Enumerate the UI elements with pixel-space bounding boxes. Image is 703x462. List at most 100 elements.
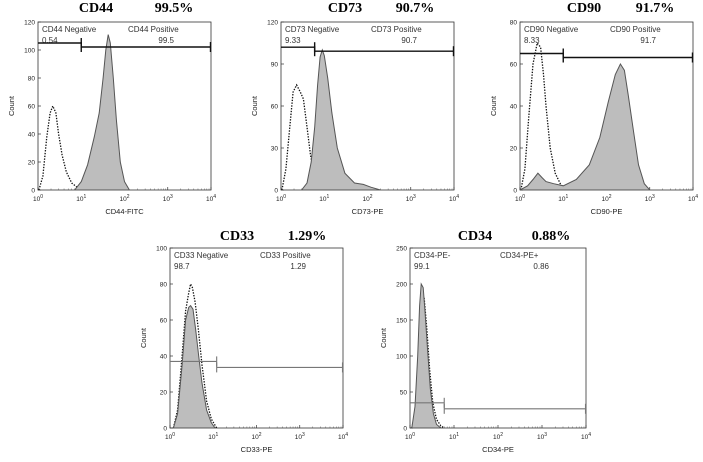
x-tick-label: 104 [449,194,459,203]
negative-gate-value: 9.33 [285,36,301,45]
positive-percent: 90.7% [396,1,435,16]
y-tick-label: 0 [274,188,278,195]
x-tick-label: 101 [449,432,459,441]
y-axis-label: Count [7,95,16,116]
x-tick-label: 101 [319,194,329,203]
y-tick-label: 0 [31,188,35,195]
negative-gate-label: CD34-PE- [414,251,451,260]
positive-stain-histogram [73,34,130,190]
positive-stain-histogram [520,62,651,190]
y-tick-label: 20 [160,390,168,397]
y-tick-label: 20 [28,160,36,167]
positive-percent: 99.5% [155,1,194,16]
histogram-cd44: CD44 99.5% CD44 Negative 0.54 CD44 Positive 9… [7,1,216,216]
positive-gate-label: CD34-PE+ [500,251,539,260]
y-axis-label: Count [139,327,148,348]
y-tick-label: 40 [510,104,518,111]
y-tick-label: 100 [396,354,407,361]
positive-stain-histogram [172,304,216,428]
histogram-cd90: CD90 91.7% CD90 Negative 8.33 CD90 Positive 9… [489,1,698,216]
negative-gate-value: 98.7 [174,262,190,271]
x-tick-label: 104 [581,432,591,441]
x-tick-label: 102 [119,194,129,203]
positive-stain-histogram [411,282,442,428]
negative-gate-value: 8.33 [524,36,540,45]
plot-frame [409,247,587,429]
positive-gate-value: 90.7 [401,36,417,45]
positive-gate-label: CD73 Positive [371,25,422,34]
x-tick-label: 100 [515,194,525,203]
y-tick-label: 80 [28,76,36,83]
y-tick-label: 80 [160,282,168,289]
x-axis-label: CD34-PE [482,445,514,454]
y-tick-label: 120 [24,20,35,27]
x-tick-label: 104 [206,194,216,203]
negative-gate-value: 99.1 [414,262,430,271]
y-tick-label: 60 [510,62,518,69]
positive-percent: 1.29% [288,229,327,244]
x-tick-label: 101 [558,194,568,203]
negative-gate-label: CD90 Negative [524,25,579,34]
y-tick-label: 0 [513,188,517,195]
y-tick-label: 30 [271,146,279,153]
x-tick-label: 103 [163,194,173,203]
y-tick-label: 100 [24,48,35,55]
x-tick-label: 101 [76,194,86,203]
histogram-cd34: CD34 0.88% CD34-PE- 99.1 CD34-PE+ 0.86 0 50 100 1… [379,229,591,454]
marker-title: CD44 [79,1,113,16]
y-tick-label: 200 [396,282,407,289]
y-tick-label: 90 [271,62,279,69]
y-tick-label: 0 [163,426,167,433]
x-tick-label: 103 [295,432,305,441]
y-tick-label: 150 [396,318,407,325]
y-tick-label: 100 [156,246,167,253]
positive-gate-label: CD44 Positive [128,25,179,34]
isotype-control-histogram [38,104,82,190]
x-tick-label: 100 [276,194,286,203]
positive-gate-value: 0.86 [533,262,549,271]
y-tick-label: 0 [403,426,407,433]
x-tick-label: 103 [537,432,547,441]
x-tick-label: 102 [251,432,261,441]
y-axis-label: Count [250,95,259,116]
y-axis-label: Count [489,95,498,116]
histogram-cd33: CD33 1.29% CD33 Negative 98.7 CD33 Positive 1… [139,229,348,454]
negative-gate-label: CD33 Negative [174,251,229,260]
y-tick-label: 20 [510,146,518,153]
x-tick-label: 101 [208,432,218,441]
positive-gate-value: 99.5 [158,36,174,45]
x-axis-label: CD44-FITC [105,207,144,216]
y-tick-label: 50 [400,390,408,397]
x-tick-label: 104 [338,432,348,441]
y-tick-label: 60 [160,318,168,325]
y-tick-label: 80 [510,20,518,27]
x-axis-label: CD90-PE [591,207,623,216]
y-tick-label: 120 [267,20,278,27]
positive-gate-value: 91.7 [640,36,656,45]
x-tick-label: 103 [645,194,655,203]
x-tick-label: 102 [362,194,372,203]
positive-gate-value: 1.29 [290,262,306,271]
marker-title: CD73 [328,1,362,16]
isotype-control-histogram [172,282,218,428]
y-tick-label: 40 [28,132,36,139]
y-tick-label: 40 [160,354,168,361]
positive-gate-label: CD90 Positive [610,25,661,34]
y-tick-label: 250 [396,246,407,253]
negative-gate-label: CD44 Negative [42,25,97,34]
positive-gate-label: CD33 Positive [260,251,311,260]
x-tick-label: 100 [33,194,43,203]
negative-gate-label: CD73 Negative [285,25,340,34]
x-tick-label: 102 [601,194,611,203]
positive-percent: 0.88% [532,229,571,244]
histogram-cd73: CD73 90.7% CD73 Negative 9.33 CD73 Positive 9… [250,1,459,216]
x-axis-label: CD33-PE [241,445,273,454]
x-tick-label: 100 [165,432,175,441]
x-tick-label: 104 [688,194,698,203]
positive-percent: 91.7% [636,1,675,16]
marker-title: CD34 [458,229,492,244]
y-tick-label: 60 [28,104,36,111]
positive-stain-histogram [300,48,381,190]
x-tick-label: 103 [406,194,416,203]
